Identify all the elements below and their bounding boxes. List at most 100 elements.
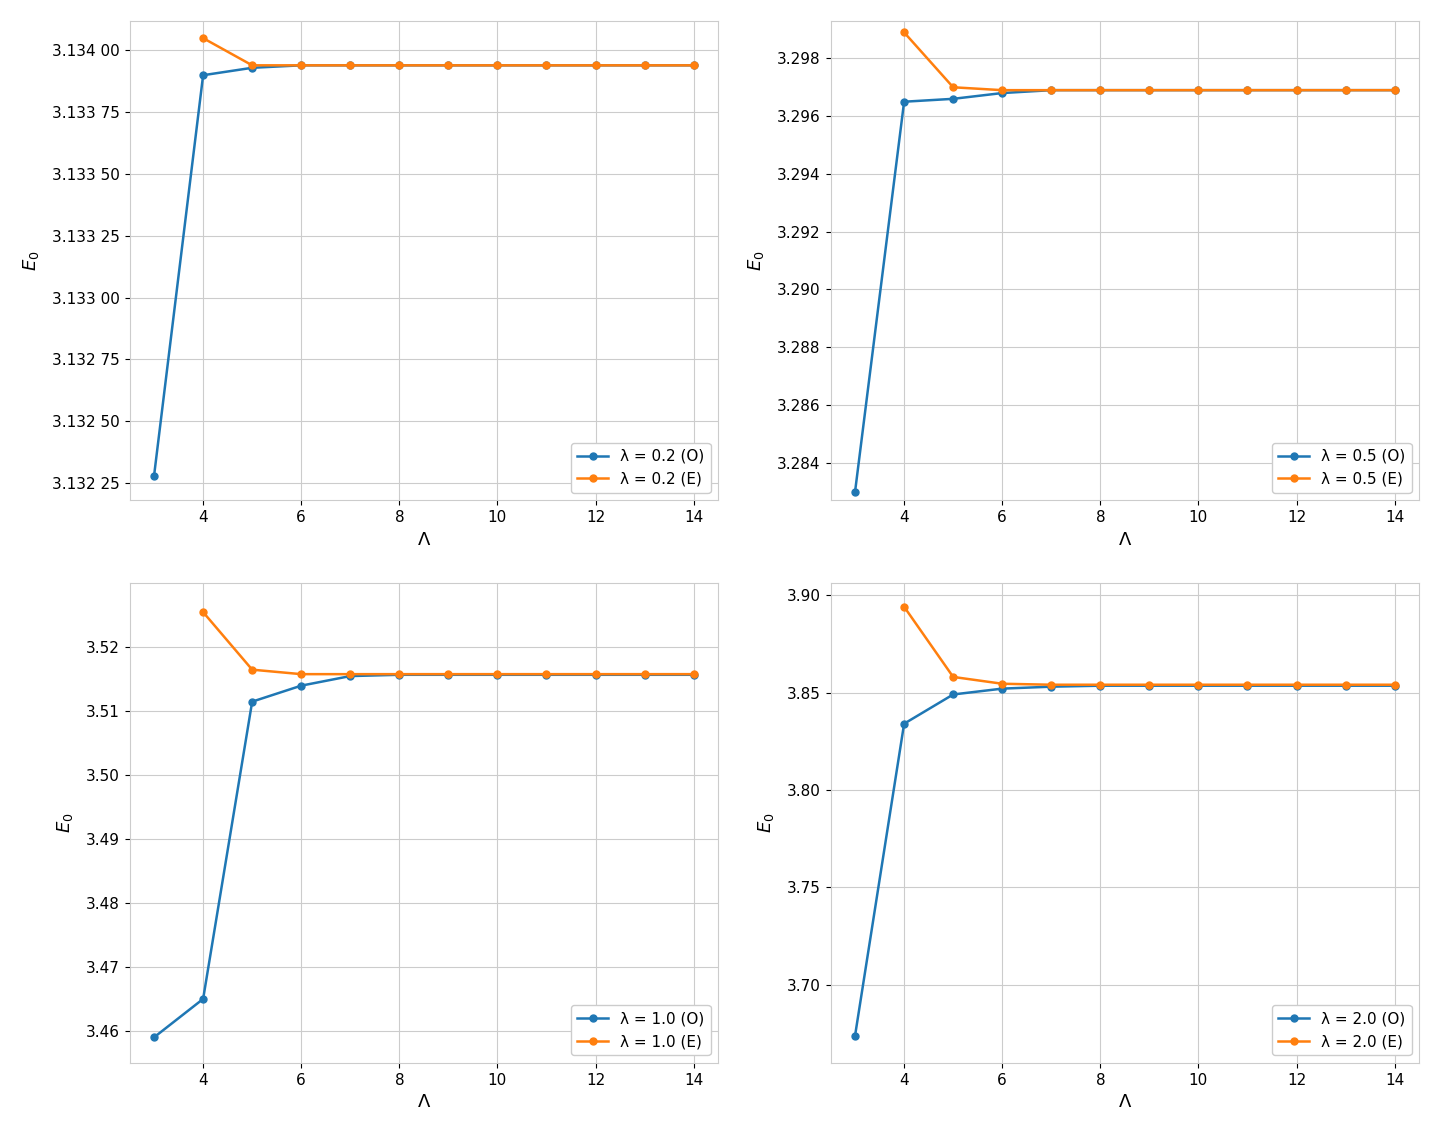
λ = 2.0 (E) — [896, 600, 913, 614]
Legend: λ = 0.5 (O), λ = 0.5 (E): λ = 0.5 (O), λ = 0.5 (E) — [1273, 443, 1411, 492]
λ = 2.0 (E) — [1189, 678, 1207, 692]
λ = 0.5 (O) — [1140, 84, 1158, 97]
λ = 2.0 (O) — [1287, 679, 1305, 693]
λ = 0.2 (E) — [439, 59, 456, 72]
Legend: λ = 2.0 (O), λ = 2.0 (E): λ = 2.0 (O), λ = 2.0 (E) — [1273, 1005, 1411, 1055]
λ = 1.0 (O) — [488, 668, 505, 681]
λ = 1.0 (E) — [439, 668, 456, 681]
λ = 2.0 (O) — [896, 717, 913, 730]
X-axis label: Λ: Λ — [418, 531, 431, 549]
λ = 2.0 (E) — [1287, 678, 1305, 692]
λ = 0.5 (E) — [1387, 84, 1404, 97]
λ = 0.2 (O) — [390, 59, 408, 72]
Y-axis label: $E_0$: $E_0$ — [55, 813, 75, 833]
Legend: λ = 1.0 (O), λ = 1.0 (E): λ = 1.0 (O), λ = 1.0 (E) — [572, 1005, 710, 1055]
λ = 1.0 (O) — [390, 668, 408, 681]
λ = 0.5 (E) — [1189, 84, 1207, 97]
λ = 0.5 (O) — [1189, 84, 1207, 97]
λ = 0.5 (E) — [1238, 84, 1256, 97]
λ = 0.2 (E) — [194, 32, 212, 45]
λ = 2.0 (E) — [1043, 678, 1060, 692]
λ = 1.0 (E) — [685, 668, 703, 681]
λ = 0.5 (E) — [1287, 84, 1305, 97]
λ = 2.0 (O) — [847, 1029, 864, 1043]
Line: λ = 2.0 (O): λ = 2.0 (O) — [851, 683, 1398, 1039]
λ = 0.2 (O) — [145, 469, 163, 482]
λ = 0.5 (O) — [847, 484, 864, 498]
λ = 0.2 (O) — [588, 59, 605, 72]
λ = 2.0 (E) — [1387, 678, 1404, 692]
λ = 1.0 (O) — [341, 669, 359, 683]
X-axis label: Λ: Λ — [418, 1094, 431, 1112]
λ = 2.0 (O) — [994, 681, 1011, 695]
λ = 2.0 (O) — [1387, 679, 1404, 693]
λ = 1.0 (E) — [636, 668, 654, 681]
λ = 2.0 (E) — [945, 670, 962, 684]
λ = 1.0 (O) — [636, 668, 654, 681]
X-axis label: Λ: Λ — [1119, 1094, 1130, 1112]
λ = 0.5 (O) — [1043, 84, 1060, 97]
λ = 0.2 (E) — [488, 59, 505, 72]
λ = 0.2 (O) — [539, 59, 556, 72]
λ = 0.5 (E) — [1140, 84, 1158, 97]
λ = 0.2 (O) — [636, 59, 654, 72]
Line: λ = 1.0 (E): λ = 1.0 (E) — [200, 609, 697, 678]
λ = 1.0 (E) — [390, 668, 408, 681]
λ = 1.0 (O) — [588, 668, 605, 681]
λ = 0.5 (O) — [1287, 84, 1305, 97]
λ = 0.5 (E) — [1336, 84, 1354, 97]
λ = 0.2 (O) — [341, 59, 359, 72]
λ = 0.2 (O) — [439, 59, 456, 72]
λ = 1.0 (E) — [588, 668, 605, 681]
λ = 0.2 (E) — [390, 59, 408, 72]
λ = 2.0 (O) — [1189, 679, 1207, 693]
λ = 0.5 (O) — [1336, 84, 1354, 97]
λ = 0.5 (E) — [945, 80, 962, 94]
λ = 1.0 (O) — [194, 992, 212, 1005]
Legend: λ = 0.2 (O), λ = 0.2 (E): λ = 0.2 (O), λ = 0.2 (E) — [572, 443, 710, 492]
Line: λ = 0.5 (O): λ = 0.5 (O) — [851, 87, 1398, 495]
λ = 1.0 (E) — [341, 668, 359, 681]
λ = 1.0 (O) — [539, 668, 556, 681]
λ = 2.0 (E) — [1238, 678, 1256, 692]
λ = 0.2 (E) — [341, 59, 359, 72]
λ = 1.0 (E) — [488, 668, 505, 681]
X-axis label: Λ: Λ — [1119, 531, 1130, 549]
λ = 2.0 (E) — [1140, 678, 1158, 692]
λ = 1.0 (E) — [292, 668, 310, 681]
λ = 2.0 (O) — [1043, 680, 1060, 694]
λ = 0.5 (O) — [994, 86, 1011, 100]
λ = 2.0 (E) — [1092, 678, 1109, 692]
λ = 2.0 (O) — [1238, 679, 1256, 693]
λ = 0.5 (E) — [1092, 84, 1109, 97]
Y-axis label: $E_0$: $E_0$ — [756, 813, 776, 833]
λ = 0.5 (E) — [1043, 84, 1060, 97]
λ = 0.5 (O) — [1092, 84, 1109, 97]
λ = 2.0 (O) — [1092, 679, 1109, 693]
λ = 0.5 (E) — [994, 84, 1011, 97]
λ = 1.0 (O) — [292, 679, 310, 693]
λ = 0.5 (O) — [1387, 84, 1404, 97]
λ = 0.5 (O) — [896, 95, 913, 109]
λ = 0.2 (O) — [685, 59, 703, 72]
λ = 0.2 (O) — [292, 59, 310, 72]
λ = 0.5 (O) — [945, 92, 962, 105]
λ = 0.2 (E) — [243, 59, 261, 72]
λ = 1.0 (E) — [243, 663, 261, 677]
λ = 0.2 (E) — [588, 59, 605, 72]
Line: λ = 1.0 (O): λ = 1.0 (O) — [151, 671, 697, 1040]
λ = 2.0 (E) — [994, 677, 1011, 691]
λ = 0.5 (E) — [896, 26, 913, 40]
λ = 0.2 (O) — [194, 68, 212, 82]
λ = 1.0 (E) — [539, 668, 556, 681]
λ = 1.0 (O) — [243, 695, 261, 709]
λ = 2.0 (O) — [1336, 679, 1354, 693]
λ = 1.0 (O) — [685, 668, 703, 681]
Line: λ = 0.5 (E): λ = 0.5 (E) — [900, 29, 1398, 94]
λ = 1.0 (E) — [194, 606, 212, 619]
Y-axis label: $E_0$: $E_0$ — [20, 250, 40, 271]
λ = 0.2 (O) — [243, 61, 261, 75]
λ = 0.5 (O) — [1238, 84, 1256, 97]
λ = 1.0 (O) — [439, 668, 456, 681]
λ = 0.2 (E) — [636, 59, 654, 72]
